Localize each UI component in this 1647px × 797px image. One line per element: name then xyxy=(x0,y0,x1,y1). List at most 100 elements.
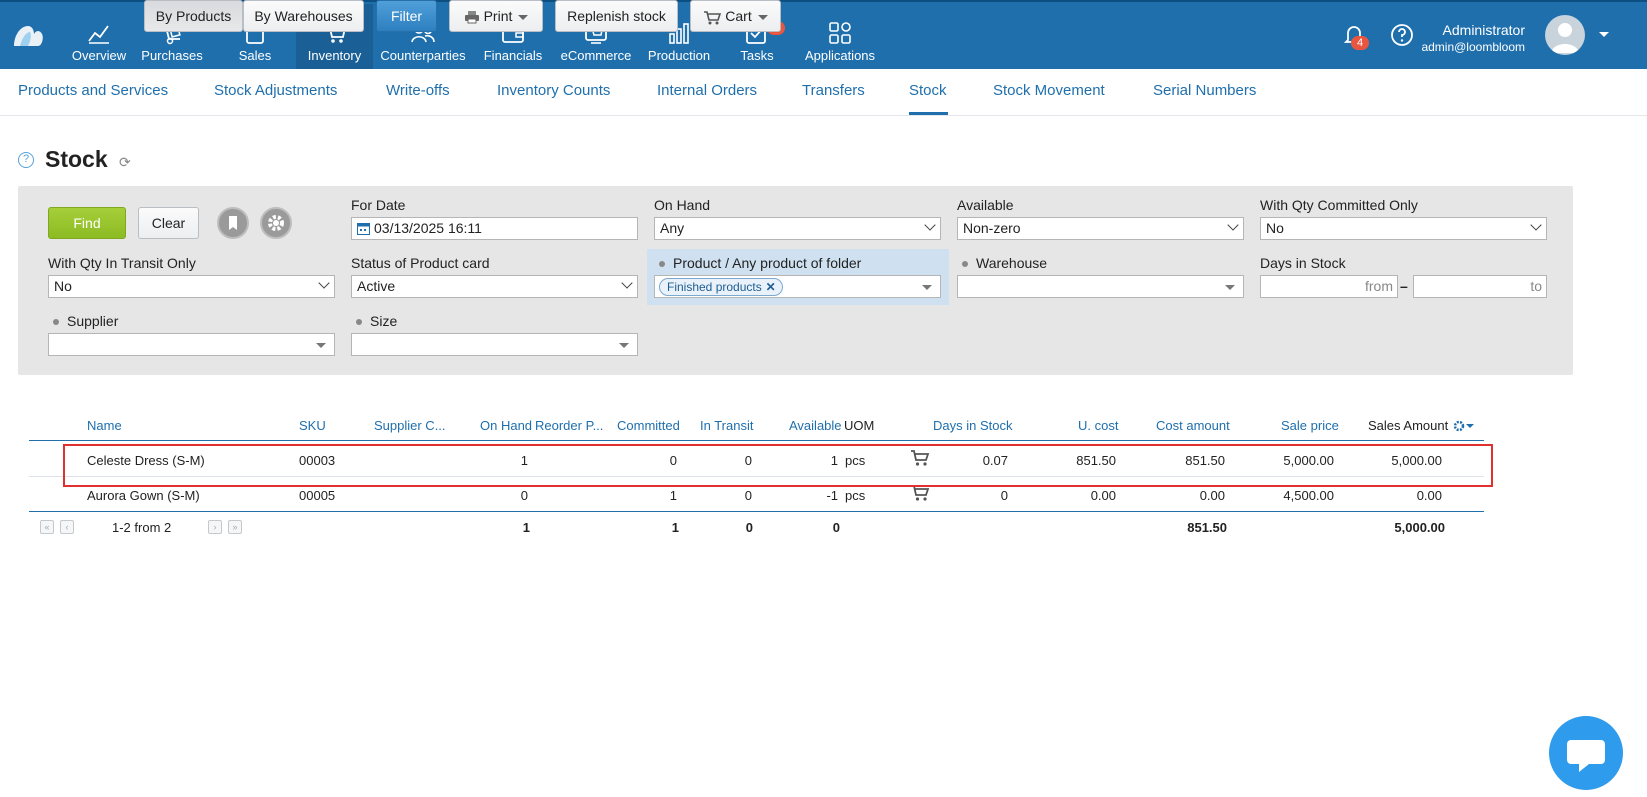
filter-button[interactable]: Filter xyxy=(376,0,437,32)
subnav-serial-numbers[interactable]: Serial Numbers xyxy=(1153,82,1257,99)
pager-next-button[interactable]: › xyxy=(208,520,222,534)
chevron-down-icon xyxy=(924,219,936,231)
row2-name[interactable]: Aurora Gown (S-M) xyxy=(87,488,200,503)
by-products-button[interactable]: By Products xyxy=(144,0,243,32)
available-select[interactable]: Non-zero xyxy=(957,217,1244,240)
row1-sales-amount: 5,000.00 xyxy=(1391,453,1442,468)
chat-icon xyxy=(1567,740,1605,772)
row1-name[interactable]: Celeste Dress (S-M) xyxy=(87,453,205,468)
app-logo-icon[interactable] xyxy=(10,20,46,50)
print-caret-icon xyxy=(518,14,529,20)
size-label: Size xyxy=(356,313,397,329)
finished-products-tag[interactable]: Finished products ✕ xyxy=(659,278,783,296)
size-label-text: Size xyxy=(370,313,398,329)
days-in-stock-label: Days in Stock xyxy=(1260,255,1346,271)
days-to-input[interactable]: to xyxy=(1413,275,1547,298)
row1-unit-cost: 851.50 xyxy=(1076,453,1116,468)
help-circle-icon[interactable] xyxy=(1389,22,1415,48)
status-label: Status of Product card xyxy=(351,255,490,271)
print-label: Print xyxy=(483,8,513,24)
supplier-select[interactable] xyxy=(48,333,335,356)
row2-in-transit: 0 xyxy=(744,488,752,503)
dropdown-triangle-icon xyxy=(922,285,932,290)
nav-production[interactable]: Production xyxy=(644,4,714,71)
col-cost-amount[interactable]: Cost amount xyxy=(1156,418,1230,433)
active-tab-underline xyxy=(909,112,948,115)
selected-row-highlight xyxy=(63,444,1493,487)
printer-icon xyxy=(464,11,479,24)
on-hand-select[interactable]: Any xyxy=(654,217,941,240)
nav-label: eCommerce xyxy=(560,48,632,63)
cart-button[interactable]: Cart xyxy=(690,0,781,32)
col-supplier-code[interactable]: Supplier C... xyxy=(374,418,446,433)
pager-prev-button[interactable]: ‹ xyxy=(60,520,74,534)
total-in-transit: 0 xyxy=(745,520,753,535)
remove-tag-icon[interactable]: ✕ xyxy=(765,280,776,294)
size-select[interactable] xyxy=(351,333,638,356)
for-date-input[interactable]: 03/13/2025 16:11 xyxy=(351,217,638,240)
chat-widget-button[interactable] xyxy=(1549,716,1623,790)
col-reorder-point[interactable]: Reorder P... xyxy=(535,418,604,433)
chevron-down-icon xyxy=(1227,219,1239,231)
totals-divider xyxy=(29,511,1484,512)
subnav-stock[interactable]: Stock xyxy=(909,82,947,99)
pager-last-button[interactable]: » xyxy=(228,520,242,534)
status-select[interactable]: Active xyxy=(351,275,638,298)
col-sale-price[interactable]: Sale price xyxy=(1281,418,1339,433)
user-menu-caret-icon[interactable] xyxy=(1599,32,1609,37)
col-sku[interactable]: SKU xyxy=(299,418,326,433)
committed-select[interactable]: No xyxy=(1260,217,1547,240)
column-settings-icon[interactable] xyxy=(1453,420,1475,432)
status-value: Active xyxy=(357,278,396,294)
subnav-stock-adjustments[interactable]: Stock Adjustments xyxy=(214,82,338,99)
nav-label: Purchases xyxy=(141,48,203,63)
subnav-internal-orders[interactable]: Internal Orders xyxy=(657,82,758,99)
user-name[interactable]: Administrator xyxy=(1442,22,1525,38)
subnav-products-and-services[interactable]: Products and Services xyxy=(18,82,169,99)
page-help-icon[interactable]: ? xyxy=(18,152,34,168)
col-uom[interactable]: UOM xyxy=(844,418,875,433)
col-in-transit[interactable]: In Transit xyxy=(700,418,754,433)
print-button[interactable]: Print xyxy=(449,0,543,32)
replenish-stock-button[interactable]: Replenish stock xyxy=(555,0,678,32)
subnav-write-offs[interactable]: Write-offs xyxy=(386,82,450,99)
by-warehouses-button[interactable]: By Warehouses xyxy=(243,0,364,32)
pager-first-button[interactable]: « xyxy=(40,520,54,534)
user-email[interactable]: admin@loombloom xyxy=(1421,40,1525,54)
warehouse-select[interactable] xyxy=(957,275,1244,298)
avatar[interactable] xyxy=(1545,15,1585,55)
row2-available: -1 xyxy=(826,488,838,503)
header-divider xyxy=(29,440,1484,441)
in-transit-select[interactable]: No xyxy=(48,275,335,298)
settings-button[interactable] xyxy=(260,207,292,239)
row1-cart-icon[interactable] xyxy=(910,449,930,467)
subnav-stock-movement[interactable]: Stock Movement xyxy=(993,82,1105,99)
days-from-input[interactable]: from xyxy=(1260,275,1398,298)
col-committed[interactable]: Committed xyxy=(617,418,680,433)
supplier-label-text: Supplier xyxy=(67,313,119,329)
bullet-icon xyxy=(356,319,362,326)
clear-button[interactable]: Clear xyxy=(138,207,199,239)
nav-applications[interactable]: Applications xyxy=(802,4,878,71)
subnav-inventory-counts[interactable]: Inventory Counts xyxy=(497,82,611,99)
chevron-down-icon xyxy=(318,277,330,289)
nav-label: Tasks xyxy=(740,48,774,63)
col-unit-cost[interactable]: U. cost xyxy=(1078,418,1119,433)
row2-unit-cost: 0.00 xyxy=(1090,488,1116,503)
find-button[interactable]: Find xyxy=(48,207,126,239)
for-date-label: For Date xyxy=(351,197,406,213)
row1-days: 0.07 xyxy=(982,453,1008,468)
nav-label: Sales xyxy=(238,48,272,63)
col-available[interactable]: Available xyxy=(789,418,842,433)
for-date-value: 03/13/2025 16:11 xyxy=(374,220,482,236)
bookmark-button[interactable] xyxy=(217,207,249,239)
col-name[interactable]: Name xyxy=(87,418,122,433)
refresh-icon[interactable]: ⟳ xyxy=(119,154,131,170)
col-sales-amount[interactable]: Sales Amount xyxy=(1368,418,1449,433)
col-on-hand[interactable]: On Hand xyxy=(480,418,533,433)
nav-overview[interactable]: Overview xyxy=(64,4,134,71)
subnav-transfers[interactable]: Transfers xyxy=(802,82,865,99)
cart-caret-icon xyxy=(757,14,768,20)
warehouse-label: Warehouse xyxy=(962,255,1047,271)
col-days-in-stock[interactable]: Days in Stock xyxy=(933,418,1013,433)
